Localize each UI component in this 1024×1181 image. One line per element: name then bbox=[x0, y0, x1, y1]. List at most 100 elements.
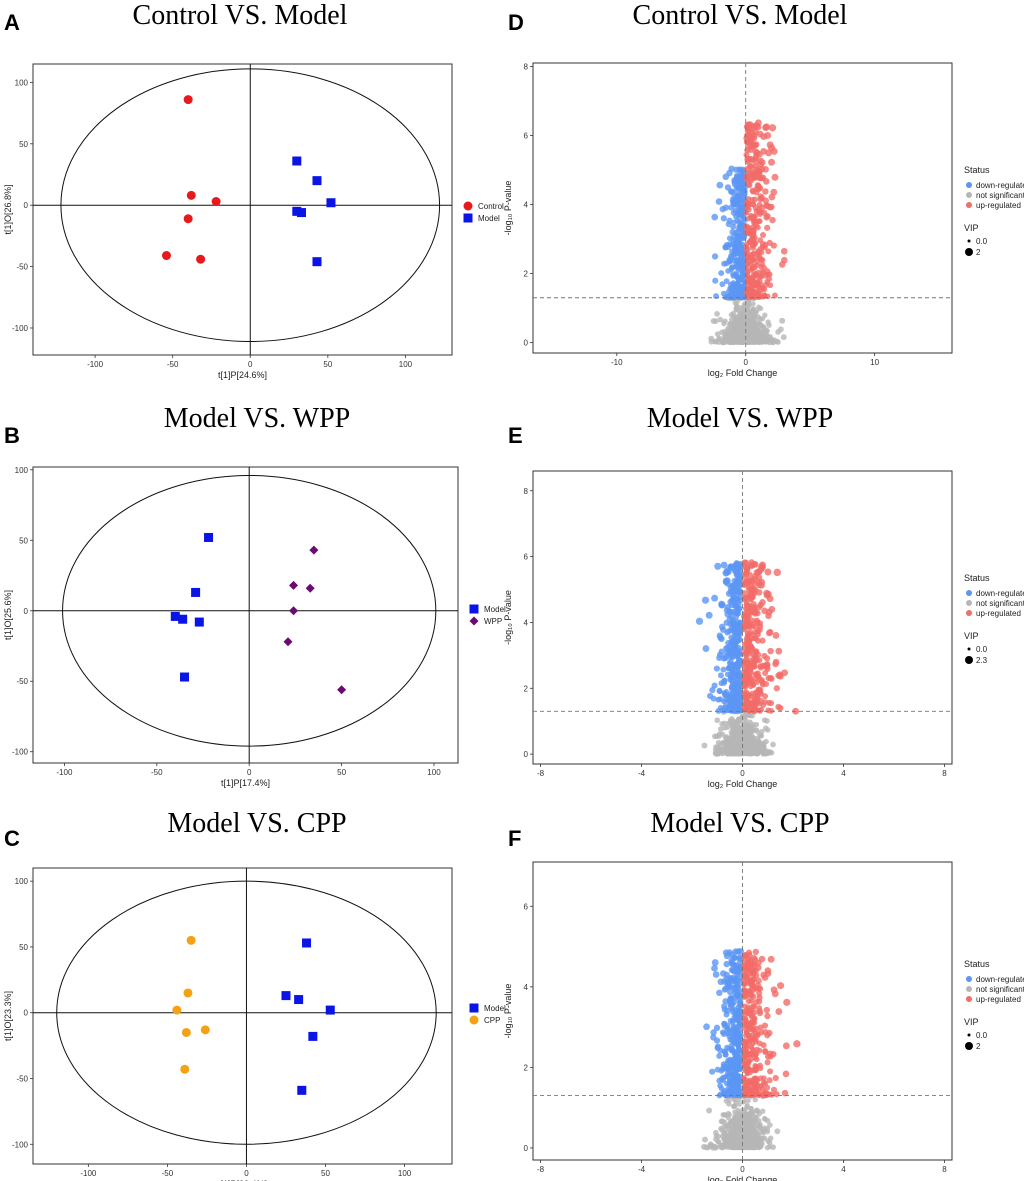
volcano-point-up bbox=[751, 196, 758, 203]
volcano-point-notsig bbox=[752, 1097, 758, 1103]
volcano-point-up bbox=[752, 141, 760, 148]
volcano-point-down bbox=[719, 1029, 726, 1036]
y-tick-label: 2 bbox=[524, 684, 529, 693]
volcano-point-notsig bbox=[747, 729, 753, 735]
volcano-point-down bbox=[731, 596, 738, 603]
volcano-point-up bbox=[744, 252, 751, 258]
volcano-point-up bbox=[760, 147, 768, 155]
legend-swatch bbox=[966, 202, 972, 208]
legend-item-label: down-regulated bbox=[976, 181, 1024, 190]
plot-area bbox=[33, 64, 452, 355]
volcano-point-down bbox=[733, 586, 740, 593]
volcano-point-down bbox=[729, 264, 736, 270]
x-tick-label: 0 bbox=[247, 768, 252, 777]
legend-label-model: Model bbox=[478, 214, 500, 223]
y-tick-label: 0 bbox=[24, 201, 29, 210]
scatter-point-model bbox=[281, 991, 291, 1001]
volcano-point-down bbox=[731, 690, 738, 696]
volcano-point-up bbox=[762, 699, 768, 705]
volcano-point-up bbox=[744, 679, 750, 686]
volcano-point-up bbox=[751, 703, 757, 710]
panel-letter: D bbox=[508, 10, 524, 35]
legend-title: Status bbox=[964, 165, 990, 175]
volcano-point-notsig bbox=[735, 307, 741, 313]
scatter-point-model bbox=[170, 611, 180, 621]
volcano-point-down bbox=[736, 247, 742, 254]
volcano-point-up bbox=[745, 286, 751, 292]
volcano-point-notsig bbox=[766, 322, 772, 328]
volcano-point-down bbox=[729, 1060, 736, 1066]
volcano-point-notsig bbox=[751, 1124, 758, 1130]
volcano-point-up bbox=[752, 652, 759, 659]
x-tick-label: -4 bbox=[638, 769, 646, 778]
volcano-point-up bbox=[743, 166, 750, 173]
volcano-point-up bbox=[768, 124, 777, 132]
volcano-point-down bbox=[720, 290, 727, 297]
volcano-point-up bbox=[755, 248, 761, 255]
x-tick-label: 0 bbox=[740, 769, 745, 778]
volcano-point-down bbox=[729, 680, 736, 686]
legend-label-control: Control bbox=[478, 202, 504, 211]
volcano-point-up bbox=[753, 152, 760, 159]
volcano-point-down bbox=[705, 611, 713, 619]
volcano-point-notsig bbox=[732, 1132, 737, 1138]
volcano-point-down bbox=[732, 696, 738, 702]
x-tick-label: 50 bbox=[337, 768, 346, 777]
scatter-point-control bbox=[196, 254, 206, 264]
y-tick-label: 100 bbox=[15, 466, 29, 475]
volcano-point-up bbox=[745, 125, 752, 132]
volcano-point-down bbox=[713, 1024, 721, 1031]
volcano-point-notsig bbox=[750, 739, 756, 745]
legend-vip-small bbox=[967, 647, 971, 651]
scatter-point-wpp bbox=[305, 583, 315, 593]
volcano-point-down bbox=[719, 970, 727, 977]
volcano-point-up bbox=[752, 272, 759, 279]
volcano-point-up bbox=[758, 563, 766, 571]
volcano-point-down bbox=[727, 658, 734, 665]
volcano-point-notsig bbox=[739, 1128, 745, 1134]
legend-marker-control bbox=[463, 201, 473, 211]
volcano-point-down bbox=[726, 627, 733, 635]
x-axis-label: log₂ Fold Change bbox=[708, 779, 778, 789]
volcano-point-down bbox=[711, 594, 719, 602]
volcano-point-down bbox=[716, 687, 723, 694]
volcano-point-up bbox=[745, 694, 752, 700]
volcano-point-down bbox=[712, 277, 719, 284]
volcano-point-up bbox=[756, 218, 763, 225]
volcano-point-down bbox=[731, 650, 738, 657]
volcano-point-notsig bbox=[745, 722, 751, 728]
volcano-point-notsig bbox=[723, 1098, 729, 1104]
volcano-point-notsig bbox=[777, 326, 784, 333]
y-tick-label: -100 bbox=[12, 1140, 29, 1149]
volcano-point-down bbox=[732, 644, 739, 650]
volcano-point-up bbox=[775, 672, 782, 679]
volcano-point-down bbox=[737, 1034, 744, 1040]
legend-vip-label-small: 0.0 bbox=[976, 237, 988, 246]
volcano-point-down bbox=[714, 562, 722, 570]
y-tick-label: -50 bbox=[16, 263, 28, 272]
volcano-point-down bbox=[719, 601, 726, 609]
volcano-point-notsig bbox=[751, 1128, 757, 1134]
volcano-point-notsig bbox=[743, 717, 749, 723]
x-tick-label: 8 bbox=[942, 769, 947, 778]
y-tick-label: -100 bbox=[12, 324, 29, 333]
y-tick-label: -50 bbox=[16, 1074, 28, 1083]
volcano-point-down bbox=[725, 1086, 731, 1092]
volcano-point-notsig bbox=[710, 1143, 716, 1150]
y-axis-label: -log₁₀ P-value bbox=[503, 181, 513, 236]
volcano-point-down bbox=[728, 188, 736, 196]
volcano-point-down bbox=[730, 665, 737, 672]
volcano-point-notsig bbox=[717, 316, 724, 323]
legend-item-label: up-regulated bbox=[976, 609, 1021, 618]
volcano-point-notsig bbox=[729, 738, 735, 744]
volcano-point-up bbox=[775, 1008, 783, 1015]
scatter-point-model bbox=[191, 587, 201, 597]
plot-frame bbox=[32, 63, 453, 356]
panel-letter: F bbox=[508, 826, 521, 851]
volcano-point-down bbox=[721, 705, 728, 711]
volcano-point-up bbox=[766, 628, 774, 636]
volcano-point-down bbox=[731, 233, 737, 240]
volcano-point-up bbox=[747, 666, 754, 672]
